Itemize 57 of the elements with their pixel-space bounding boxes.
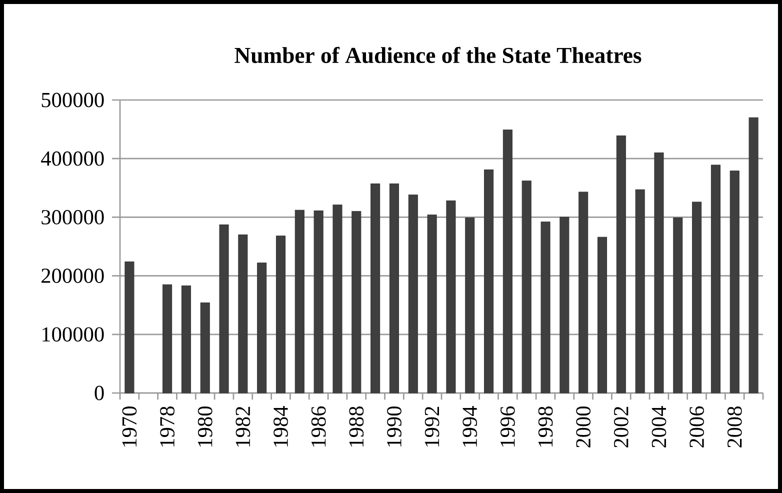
x-tick-label: 2000 [576,406,591,448]
x-tick-label: 1982 [236,406,250,446]
bar [730,170,740,394]
y-tick-label: 200000 [42,268,104,283]
bar [710,164,720,394]
bar [484,169,494,394]
bar [540,222,550,394]
bar [294,210,304,394]
bar [502,130,512,394]
x-tick-label: 1980 [198,406,212,446]
x-tick-label: 1990 [387,406,402,446]
x-tick-label: 1994 [462,406,478,446]
bar [748,117,758,394]
bar [654,152,664,394]
bar [616,135,626,394]
bar [635,189,645,394]
y-tick-label: 100000 [42,327,104,342]
chart-title: Number of Audience of the State Theatres [234,46,642,64]
bar [692,202,702,394]
x-tick-label: 2002 [614,406,628,448]
bar [238,234,248,394]
bar [560,216,570,394]
x-tick-label: 1988 [349,406,364,446]
bar [408,194,418,394]
bar [427,214,437,394]
bar [465,218,475,394]
bar [181,285,191,394]
bar [162,284,172,394]
x-tick-label: 2008 [727,406,742,448]
bar [276,236,286,394]
bar [332,204,342,394]
bar [578,192,588,394]
bar [124,261,134,394]
x-tick-label: 1970 [122,406,137,446]
bar [370,184,380,394]
bar [200,302,210,394]
x-tick-label: 1984 [274,406,288,446]
bar [446,200,456,394]
x-tick-label: 1998 [538,406,553,446]
x-tick-label: 1978 [160,406,174,446]
y-tick-label: 500000 [42,92,104,108]
bar [219,224,229,394]
bar [352,211,362,394]
x-tick-label: 1996 [500,406,515,446]
y-tick-label: 0 [94,386,104,400]
bar [389,184,399,394]
bar [314,210,324,394]
bar [597,236,608,394]
bar [673,218,683,394]
x-tick-label: 2004 [652,406,666,448]
bar [257,262,267,394]
x-tick-label: 1992 [424,406,440,446]
x-tick-label: 2006 [690,406,704,448]
y-tick-label: 300000 [42,210,104,224]
bar [522,180,532,394]
x-tick-label: 1986 [311,406,326,446]
y-tick-label: 400000 [41,151,104,166]
